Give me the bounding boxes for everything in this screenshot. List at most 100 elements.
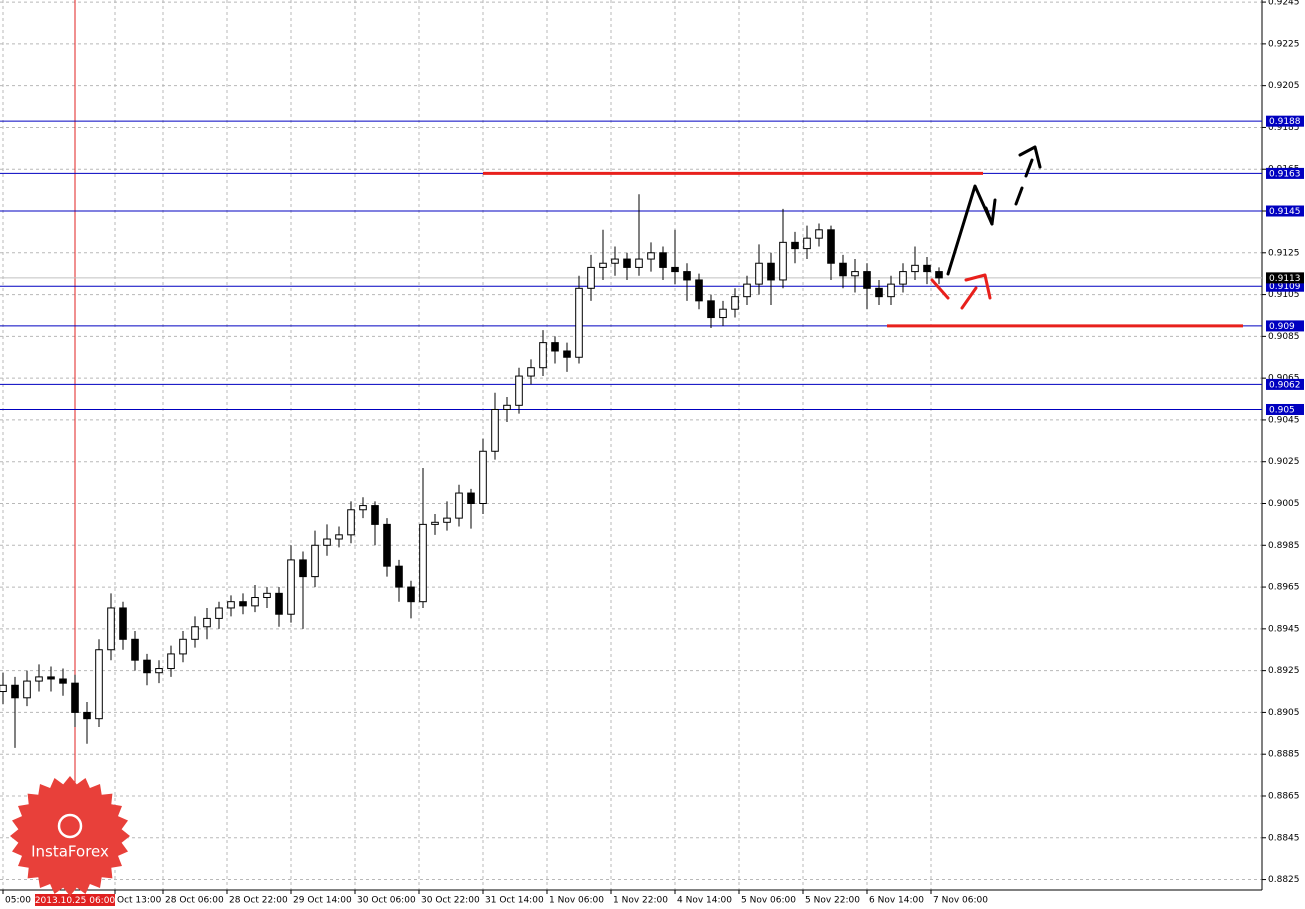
x-tick-label: 7 Nov 06:00 bbox=[933, 896, 988, 906]
x-tick-label: 29 Oct 14:00 bbox=[293, 896, 352, 906]
candle-body bbox=[611, 258, 619, 264]
candle-body bbox=[587, 266, 595, 289]
candle-body bbox=[215, 607, 223, 619]
candle-body bbox=[23, 680, 31, 699]
y-tick-label: 0.9185 bbox=[1268, 123, 1300, 133]
dashed-arrow-head bbox=[1018, 145, 1042, 169]
candle-body bbox=[563, 350, 571, 358]
candle-body bbox=[743, 283, 751, 298]
y-tick-label: 0.9225 bbox=[1268, 39, 1300, 49]
y-tick-label: 0.9245 bbox=[1268, 0, 1300, 8]
x-tick-label: 30 Oct 06:00 bbox=[357, 896, 416, 906]
y-tick-label: 0.8905 bbox=[1268, 708, 1300, 718]
level-label-box bbox=[1266, 115, 1304, 127]
level-label-box bbox=[1266, 320, 1304, 332]
candle-body bbox=[623, 258, 631, 268]
cursor-label-box bbox=[35, 894, 115, 906]
candle-body bbox=[191, 626, 199, 640]
x-tick-label: 28 Oct 22:00 bbox=[229, 896, 288, 906]
candle-body bbox=[767, 262, 775, 281]
candle-body bbox=[911, 264, 919, 273]
y-tick-label: 0.9205 bbox=[1268, 81, 1300, 91]
x-tick-label: Oct 13:00 bbox=[117, 896, 162, 906]
candle-body bbox=[695, 279, 703, 302]
candle-body bbox=[347, 509, 355, 536]
level-label: 0.9109 bbox=[1269, 282, 1301, 292]
candle-body bbox=[539, 342, 547, 369]
candle-body bbox=[647, 252, 655, 260]
y-tick-label: 0.9045 bbox=[1268, 415, 1300, 425]
candle-body bbox=[239, 601, 247, 607]
level-label: 0.9163 bbox=[1269, 169, 1301, 179]
candle-body bbox=[551, 342, 559, 352]
candle-body bbox=[131, 638, 139, 661]
candle-body bbox=[299, 559, 307, 578]
dashed-arrow bbox=[1024, 158, 1034, 178]
y-tick-label: 0.8845 bbox=[1268, 833, 1300, 843]
candle-body bbox=[419, 523, 427, 603]
candle-body bbox=[143, 659, 151, 674]
y-tick-label: 0.9025 bbox=[1268, 457, 1300, 467]
candle-body bbox=[491, 408, 499, 452]
red-arrow bbox=[930, 278, 950, 300]
candle-body bbox=[935, 271, 943, 279]
x-tick-label: 4 Nov 14:00 bbox=[677, 896, 732, 906]
x-tick-label: 5 Nov 06:00 bbox=[741, 896, 796, 906]
level-label-box bbox=[1266, 167, 1304, 179]
x-tick-label: 5 Nov 22:00 bbox=[805, 896, 860, 906]
candle-body bbox=[599, 262, 607, 268]
logo: InstaForex bbox=[10, 776, 130, 896]
y-tick-label: 0.8965 bbox=[1268, 583, 1300, 593]
candle-body bbox=[659, 252, 667, 268]
candle-body bbox=[503, 404, 511, 410]
candle-body bbox=[827, 229, 835, 264]
candle-body bbox=[779, 241, 787, 281]
candle-body bbox=[383, 523, 391, 567]
candle-body bbox=[839, 262, 847, 277]
candle-body bbox=[575, 287, 583, 358]
candle-body bbox=[431, 521, 439, 525]
candle-body bbox=[887, 283, 895, 298]
x-tick-label: 28 Oct 06:00 bbox=[165, 896, 224, 906]
candle-body bbox=[671, 266, 679, 273]
cursor-label: 2013.10.25 06:00 bbox=[35, 896, 116, 906]
logo-icon bbox=[57, 813, 83, 839]
candle-body bbox=[371, 505, 379, 525]
x-tick-label: 30 Oct 22:00 bbox=[421, 896, 480, 906]
candle-body bbox=[863, 271, 871, 289]
candle-body bbox=[203, 617, 211, 628]
x-tick-label: 1 Nov 22:00 bbox=[613, 896, 668, 906]
candle-body bbox=[875, 287, 883, 298]
level-label-box bbox=[1266, 280, 1304, 292]
level-label-box bbox=[1266, 205, 1304, 217]
candle-body bbox=[635, 258, 643, 268]
y-tick-label: 0.8925 bbox=[1268, 666, 1300, 676]
price-label-box bbox=[1266, 272, 1304, 284]
candle-body bbox=[359, 505, 367, 511]
candle-body bbox=[95, 649, 103, 720]
candle-body bbox=[35, 676, 43, 682]
x-tick-label: 1 Nov 06:00 bbox=[549, 896, 604, 906]
candle-body bbox=[851, 271, 859, 277]
candle-body bbox=[755, 262, 763, 285]
y-tick-label: 0.8825 bbox=[1268, 875, 1300, 885]
red-arrow bbox=[960, 286, 978, 310]
candle-body bbox=[83, 711, 91, 720]
candle-body bbox=[683, 271, 691, 281]
candle-body bbox=[275, 592, 283, 615]
candle-body bbox=[287, 559, 295, 615]
candle-body bbox=[923, 264, 931, 273]
candle-body bbox=[815, 229, 823, 239]
x-tick-label: 6 Nov 14:00 bbox=[869, 896, 924, 906]
candle-body bbox=[0, 684, 7, 693]
y-tick-label: 0.9065 bbox=[1268, 374, 1300, 384]
candle-body bbox=[227, 601, 235, 609]
black-arrow-head bbox=[984, 198, 997, 226]
candle-body bbox=[11, 684, 19, 699]
candle-body bbox=[395, 565, 403, 588]
candle-body bbox=[527, 367, 535, 377]
candle-body bbox=[479, 450, 487, 504]
candle-body bbox=[407, 586, 415, 603]
candle-body bbox=[791, 241, 799, 250]
